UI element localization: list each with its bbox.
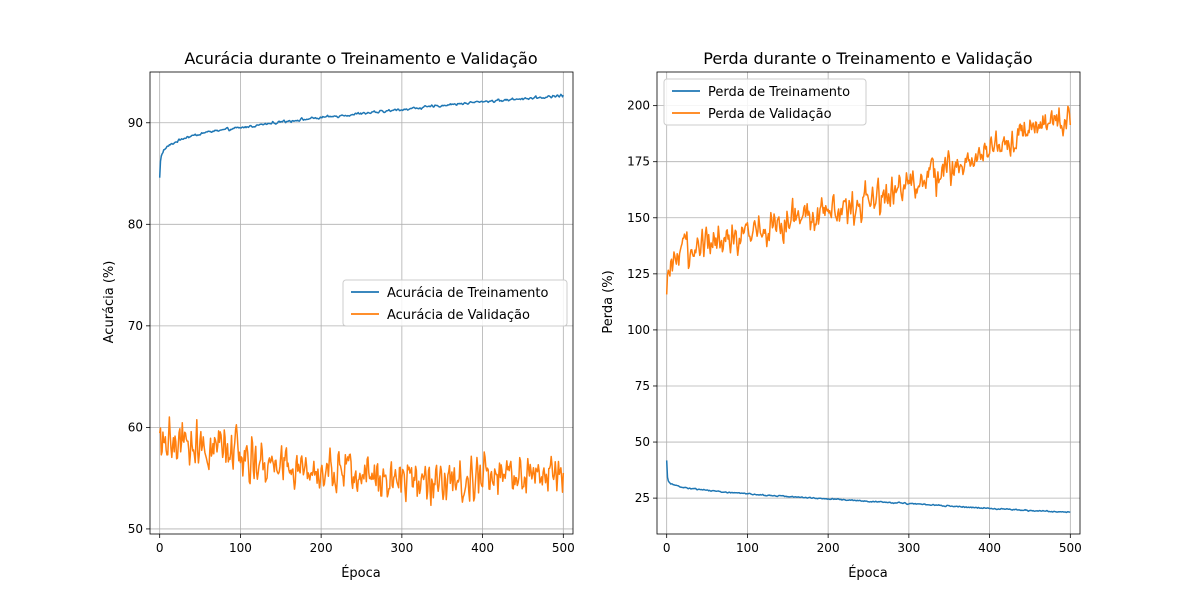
loss-series-line-validation bbox=[665, 105, 1072, 295]
loss-plot-frame bbox=[656, 71, 1081, 535]
accuracy-x-tick-label: 400 bbox=[471, 541, 494, 555]
loss-legend-label: Perda de Validação bbox=[708, 107, 832, 122]
accuracy-legend-label: Acurácia de Treinamento bbox=[387, 286, 549, 301]
accuracy-chart: Acurácia durante o Treinamento e Validaç… bbox=[102, 49, 575, 581]
loss-x-tick-label: 0 bbox=[663, 541, 671, 555]
loss-y-tick-label: 175 bbox=[627, 155, 650, 169]
loss-y-tick-label: 50 bbox=[635, 435, 650, 449]
loss-y-tick-label: 200 bbox=[627, 99, 650, 113]
accuracy-chart-title: Acurácia durante o Treinamento e Validaç… bbox=[184, 49, 537, 68]
accuracy-legend-label: Acurácia de Validação bbox=[387, 308, 530, 323]
accuracy-y-tick-label: 70 bbox=[128, 319, 143, 333]
accuracy-y-tick-label: 80 bbox=[128, 217, 143, 231]
loss-x-axis-label: Época bbox=[848, 565, 888, 581]
loss-legend-box bbox=[663, 78, 867, 126]
loss-y-tick-label: 100 bbox=[627, 323, 650, 337]
loss-y-tick-label: 150 bbox=[627, 211, 650, 225]
accuracy-series-line-training bbox=[158, 93, 564, 178]
loss-chart-title: Perda durante o Treinamento e Validação bbox=[703, 49, 1032, 68]
loss-x-tick-label: 300 bbox=[897, 541, 920, 555]
loss-legend-label: Perda de Treinamento bbox=[708, 85, 850, 100]
accuracy-plot-frame bbox=[149, 71, 574, 535]
accuracy-x-tick-label: 300 bbox=[390, 541, 413, 555]
loss-x-tick-label: 400 bbox=[978, 541, 1001, 555]
accuracy-legend-box bbox=[342, 279, 568, 327]
accuracy-x-tick-label: 100 bbox=[229, 541, 252, 555]
accuracy-legend: Acurácia de Treinamento Acurácia de Valid… bbox=[342, 279, 568, 327]
accuracy-grid bbox=[150, 72, 573, 534]
accuracy-series-group bbox=[158, 93, 565, 507]
accuracy-y-axis-label: Acurácia (%) bbox=[102, 261, 117, 344]
accuracy-y-tick-label: 90 bbox=[128, 116, 143, 130]
loss-legend: Perda de Treinamento Perda de Validação bbox=[663, 78, 867, 126]
accuracy-x-tick-label: 200 bbox=[310, 541, 333, 555]
accuracy-x-tick-label: 500 bbox=[552, 541, 575, 555]
accuracy-series-line-validation bbox=[158, 416, 565, 507]
accuracy-y-tick-label: 50 bbox=[128, 522, 143, 536]
loss-chart: Perda durante o Treinamento e Validação … bbox=[601, 49, 1082, 581]
accuracy-x-tick-label: 0 bbox=[156, 541, 164, 555]
loss-y-tick-label: 75 bbox=[635, 379, 650, 393]
loss-grid bbox=[657, 72, 1080, 534]
loss-y-axis-label: Perda (%) bbox=[601, 270, 616, 333]
loss-series-line-training bbox=[665, 460, 1071, 514]
accuracy-y-tick-label: 60 bbox=[128, 420, 143, 434]
loss-x-tick-label: 500 bbox=[1059, 541, 1082, 555]
loss-x-tick-label: 200 bbox=[817, 541, 840, 555]
loss-series-group bbox=[665, 105, 1072, 514]
loss-x-tick-label: 100 bbox=[736, 541, 759, 555]
loss-y-tick-label: 25 bbox=[635, 491, 650, 505]
accuracy-x-axis-label: Época bbox=[341, 565, 381, 581]
loss-y-tick-label: 125 bbox=[627, 267, 650, 281]
